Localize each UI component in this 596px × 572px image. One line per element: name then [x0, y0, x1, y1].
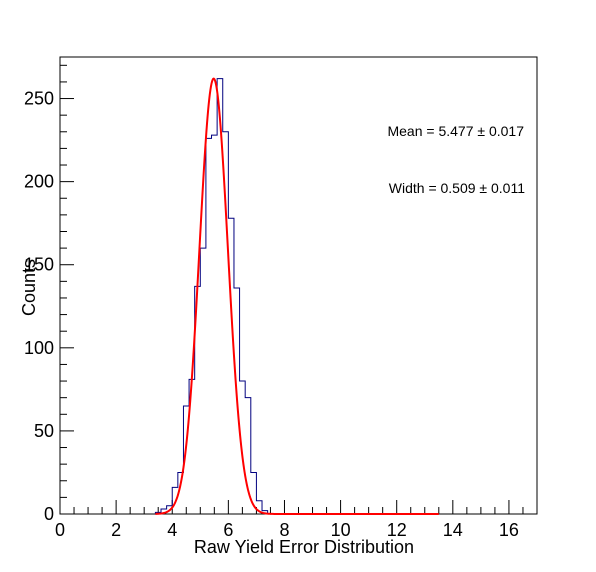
y-tick-label: 150 [24, 255, 54, 275]
x-tick-label: 12 [387, 520, 407, 540]
x-tick-label: 2 [111, 520, 121, 540]
y-tick-label: 0 [44, 504, 54, 524]
y-axis-ticks: 0 50 100 150 200 250 [24, 64, 74, 524]
x-tick-label: 0 [55, 520, 65, 540]
x-axis-ticks: 0 2 4 6 8 10 12 14 16 [55, 500, 538, 540]
x-tick-label: 8 [279, 520, 289, 540]
y-tick-label: 100 [24, 338, 54, 358]
histogram-outline [154, 78, 269, 514]
y-tick-label: 200 [24, 172, 54, 192]
x-tick-label: 4 [167, 520, 177, 540]
x-tick-label: 10 [331, 520, 351, 540]
y-tick-label: 250 [24, 89, 54, 109]
x-tick-label: 16 [499, 520, 519, 540]
width-annotation: Width = 0.509 ± 0.011 [389, 180, 525, 196]
x-tick-label: 14 [443, 520, 463, 540]
y-axis-title: Counts [19, 259, 39, 316]
x-axis-title: Raw Yield Error Distribution [194, 537, 414, 557]
mean-annotation: Mean = 5.477 ± 0.017 [387, 123, 524, 139]
gaussian-fit-curve [155, 77, 439, 515]
y-tick-label: 50 [34, 421, 54, 441]
x-tick-label: 6 [223, 520, 233, 540]
